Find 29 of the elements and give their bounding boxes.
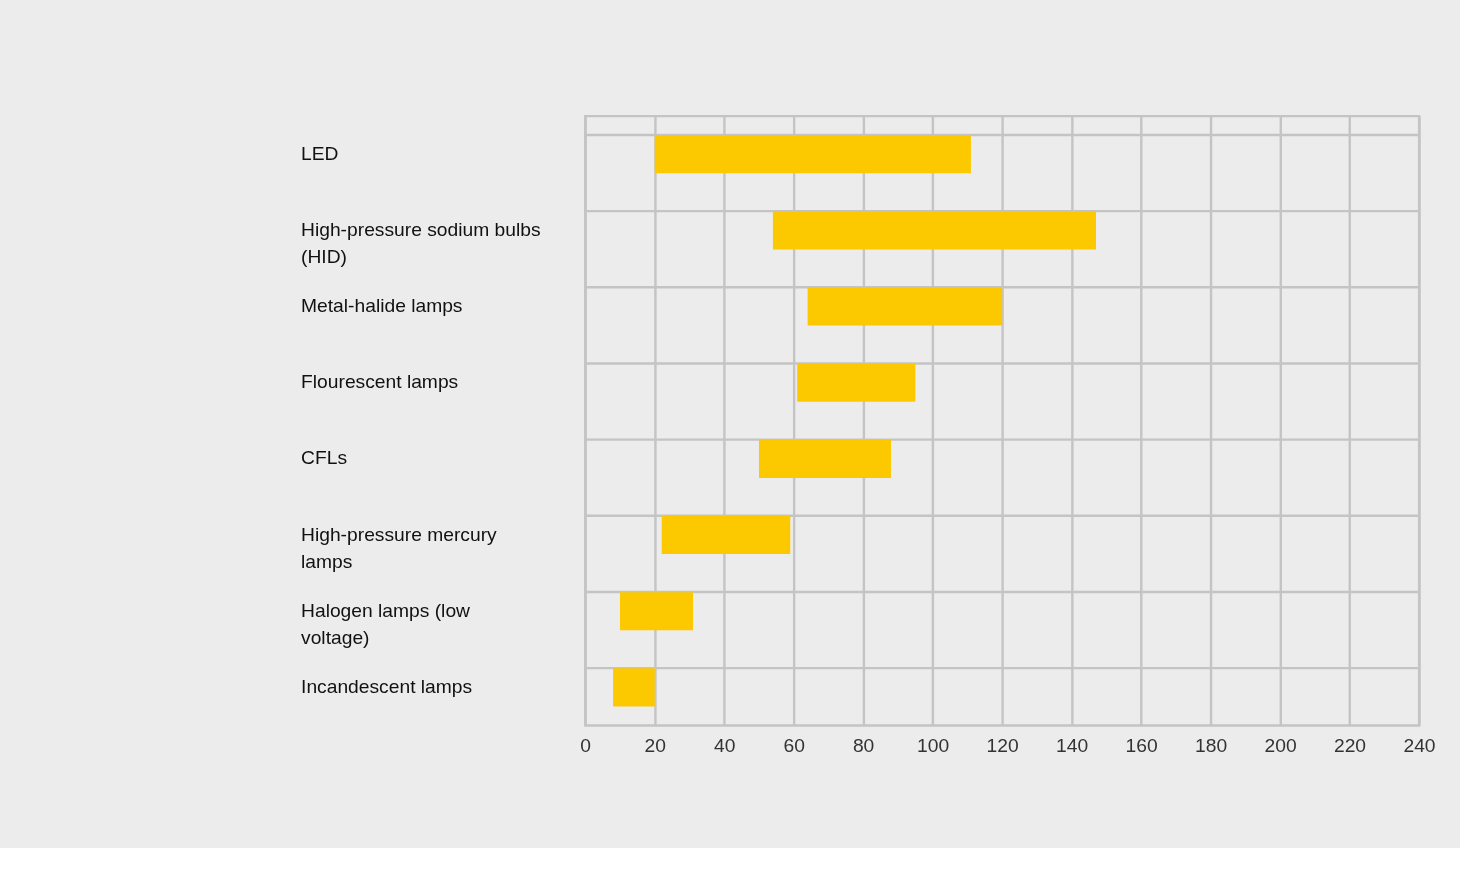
y-tick-label: High-pressure mercury lamps (301, 523, 498, 572)
x-tick-label: 220 (1333, 735, 1367, 757)
x-tick-label: 60 (783, 735, 805, 757)
y-tick-label: Halogen lamps (low voltage) (301, 599, 471, 649)
bar (654, 135, 971, 174)
bar (797, 363, 916, 402)
x-tick-label: 40 (713, 735, 736, 757)
x-tick-label: 120 (986, 735, 1019, 757)
y-tick-label: Flourescent lamps (301, 371, 459, 393)
x-tick-label: 20 (644, 735, 666, 757)
y-tick-label: CFLs (301, 447, 348, 469)
bar (759, 439, 892, 478)
y-tick-label: Metal-halide lamps (301, 295, 463, 317)
x-tick-label: 100 (917, 735, 950, 757)
bar (772, 211, 1096, 250)
x-tick-label: 140 (1056, 735, 1089, 757)
y-tick-label: High-pressure sodium bulbs (HID) (301, 218, 541, 268)
x-tick-label: 0 (580, 735, 592, 757)
bar (807, 287, 1003, 326)
bar (620, 592, 693, 631)
y-tick-label: Incandescent lamps (301, 675, 473, 697)
y-tick-label: LED (301, 142, 339, 164)
x-tick-label: 180 (1195, 735, 1228, 757)
x-tick-label: 80 (852, 735, 875, 757)
bar (613, 668, 655, 707)
x-tick-label: 240 (1403, 735, 1436, 757)
bar (661, 516, 791, 555)
x-tick-label: 200 (1264, 735, 1297, 757)
x-tick-label: 160 (1125, 735, 1158, 757)
